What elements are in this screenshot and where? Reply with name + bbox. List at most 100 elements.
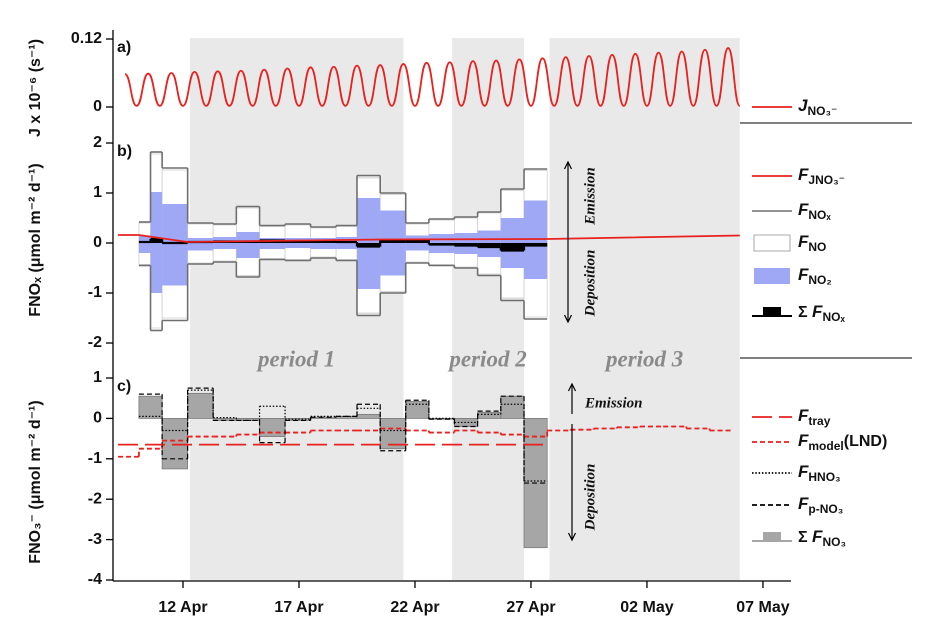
legend-label-part: (LND) xyxy=(844,433,888,450)
legend-label: JNO₃⁻ xyxy=(798,96,837,118)
y-axis-title: J x 10⁻⁶ (s⁻¹) xyxy=(27,39,44,137)
background-layer xyxy=(189,38,740,580)
annotation: Emission xyxy=(584,395,643,411)
sum-bar xyxy=(161,417,189,470)
legend-label-part: NOₓ xyxy=(808,208,831,222)
panel-label: c) xyxy=(117,378,131,395)
period-shading xyxy=(549,38,740,580)
y-axis-title: FNO₃⁻ (μmol m⁻² d⁻¹) xyxy=(27,400,44,563)
range-box xyxy=(162,204,188,286)
y-tick-label: 0 xyxy=(93,234,102,251)
legend-label-part: F xyxy=(798,431,809,450)
legend-label-part: F xyxy=(798,462,809,481)
legend-label-part: J xyxy=(798,96,808,115)
x-tick-label: 22 Apr xyxy=(390,599,439,616)
period-label: period 3 xyxy=(604,346,683,371)
legend-label: FNOₓ xyxy=(798,200,831,222)
legend-label: Ftray xyxy=(798,406,831,428)
panel-label: a) xyxy=(117,39,131,56)
legend-swatch xyxy=(763,532,781,541)
arrow-head xyxy=(567,532,577,542)
annotation: Emission xyxy=(582,167,598,226)
legend-label: Σ FNO₃ xyxy=(798,527,846,549)
series-line xyxy=(118,234,740,243)
panel-label: b) xyxy=(117,143,132,160)
annotation: Deposition xyxy=(582,464,598,532)
annotation: Deposition xyxy=(582,250,598,318)
legend-label: Fmodel(LND) xyxy=(798,431,887,453)
sum-bar xyxy=(524,243,548,246)
legend-label: Σ FNOₓ xyxy=(798,302,845,324)
legend-label: FNO₂ xyxy=(798,265,832,287)
legend-label-part: F xyxy=(798,406,809,425)
y-tick-label: 0 xyxy=(93,98,102,115)
y-tick-label: 1 xyxy=(93,184,102,201)
legend-label-part: F xyxy=(798,200,809,219)
y-tick-label: 0.12 xyxy=(71,30,102,47)
x-tick-label: 02 May xyxy=(620,599,673,616)
y-tick-label: -1 xyxy=(88,284,102,301)
x-tick-label: 07 May xyxy=(736,599,789,616)
sum-bar xyxy=(356,243,381,247)
legend-label-part: F xyxy=(798,232,809,251)
legend-label-part: F xyxy=(812,302,823,321)
legend-swatch xyxy=(754,268,790,284)
legend-label-part: Σ xyxy=(798,529,812,546)
arrow-head xyxy=(563,160,573,170)
sum-bar xyxy=(500,395,525,419)
y-tick-label: -4 xyxy=(88,571,102,588)
legend-swatch xyxy=(763,307,781,316)
series-line xyxy=(124,47,741,107)
x-tick-label: 12 Apr xyxy=(158,599,207,616)
range-box xyxy=(236,232,260,258)
legend-label-part: Σ xyxy=(798,304,812,321)
y-axis-title: FNOₓ (μmol m⁻² d⁻¹) xyxy=(27,163,44,316)
legend-label-part: tray xyxy=(808,414,830,428)
sum-bar xyxy=(477,243,501,247)
marks-layer xyxy=(118,47,741,549)
y-tick-label: 1 xyxy=(93,369,102,386)
axes-layer: period 1 period 2 period 3 12 Apr 17 Apr 22 A… xyxy=(27,30,912,616)
y-tick-label: -1 xyxy=(88,450,102,467)
range-box xyxy=(187,238,214,251)
x-tick-label: 17 Apr xyxy=(274,599,323,616)
legend-label: FNO xyxy=(798,232,826,254)
sum-bar xyxy=(405,240,429,243)
legend-label-part: NO₃ xyxy=(822,535,846,549)
legend-label-part: F xyxy=(798,265,809,284)
legend-label-part: NO₃⁻ xyxy=(807,104,837,118)
legend-label: FHNO₃ xyxy=(798,462,841,484)
sum-bar xyxy=(259,417,286,437)
legend-label: FJNO₃⁻ xyxy=(798,165,845,187)
period-label: period 2 xyxy=(447,346,526,371)
period-label: period 1 xyxy=(256,346,335,371)
arrow-head xyxy=(563,314,573,324)
sum-bar xyxy=(356,413,381,419)
sum-bar xyxy=(150,239,163,243)
legend-label-part: F xyxy=(812,527,823,546)
legend-swatch xyxy=(753,234,791,252)
legend-label-part: p-NO₃ xyxy=(808,502,843,516)
range-box xyxy=(310,238,337,249)
legend-label-part: F xyxy=(798,165,809,184)
sum-bar xyxy=(477,411,502,419)
y-tick-label: 2 xyxy=(93,134,102,151)
legend-label-part: F xyxy=(798,494,809,513)
arrow-head xyxy=(567,382,577,392)
y-tick-label: -3 xyxy=(88,531,102,548)
legend-label-part: NOₓ xyxy=(822,310,845,324)
legend-label-part: HNO₃ xyxy=(808,470,840,484)
y-tick-label: -2 xyxy=(88,490,102,507)
sum-bar xyxy=(500,243,525,251)
y-tick-label: -2 xyxy=(88,334,102,351)
sum-bar xyxy=(138,395,163,419)
legend-label-part: model xyxy=(808,439,843,453)
legend-label: Fp-NO₃ xyxy=(798,494,843,516)
sum-bar xyxy=(187,392,214,419)
legend-label-part: NO₂ xyxy=(808,273,831,287)
sum-bar xyxy=(454,243,478,246)
x-tick-label: 27 Apr xyxy=(506,599,555,616)
period-shading xyxy=(452,38,525,580)
sum-bar xyxy=(380,240,406,243)
